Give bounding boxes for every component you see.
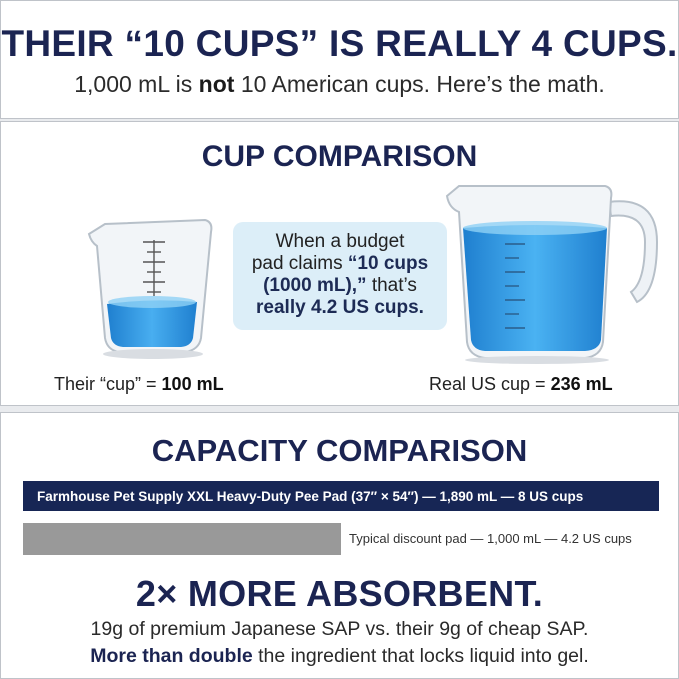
real-cup-caption: Real US cup = 236 mL bbox=[429, 374, 613, 395]
small-cup-caption-value: 100 mL bbox=[161, 374, 224, 394]
callout-line-2: pad claims “10 cups bbox=[233, 253, 447, 275]
callout-bold-10-cups: “10 cups bbox=[347, 253, 429, 274]
callout-line-4: really 4.2 US cups. bbox=[233, 297, 447, 319]
subhead-bold: not bbox=[198, 71, 235, 97]
capacity-comparison-panel: CAPACITY COMPARISON Farmhouse Pet Supply… bbox=[0, 412, 679, 679]
sap-comparison-text: 19g of premium Japanese SAP vs. their 9g… bbox=[90, 618, 589, 640]
more-than-double-bold: More than double bbox=[90, 645, 253, 667]
cup-comparison-heading: CUP COMPARISON bbox=[201, 140, 478, 173]
cup-comparison-panel: CUP COMPARISON When a budget pad claims … bbox=[0, 121, 679, 406]
callout-line-1: When a budget bbox=[275, 231, 405, 252]
header-panel: THEIR “10 CUPS” IS REALLY 4 CUPS. 1,000 … bbox=[0, 0, 679, 119]
discount-capacity-label: Typical discount pad — 1,000 mL — 4.2 US… bbox=[349, 531, 632, 546]
callout-box: When a budget pad claims “10 cups (1000 … bbox=[233, 222, 447, 330]
subhead-text-post: 10 American cups. Here’s the math. bbox=[234, 71, 605, 97]
callout-line-3: (1000 mL),” that’s bbox=[233, 275, 447, 297]
callout-text-claims: pad claims bbox=[251, 253, 343, 274]
farmhouse-capacity-bar: Farmhouse Pet Supply XXL Heavy-Duty Pee … bbox=[23, 481, 659, 511]
small-measuring-cup-icon bbox=[87, 218, 213, 359]
more-than-double-text: More than double the ingredient that loc… bbox=[1, 645, 678, 668]
callout-bold-1000ml: (1000 mL),” bbox=[263, 275, 367, 296]
small-cup-caption-label: Their “cup” = bbox=[54, 374, 162, 394]
real-cup-caption-label: Real US cup = bbox=[429, 374, 551, 394]
more-than-double-rest: the ingredient that locks liquid into ge… bbox=[252, 645, 589, 667]
large-measuring-cup-icon bbox=[445, 185, 659, 364]
real-cup-caption-value: 236 mL bbox=[550, 374, 613, 394]
subhead-text-pre: 1,000 mL is bbox=[74, 71, 199, 97]
callout-bold-really: really 4.2 US cups. bbox=[256, 297, 424, 318]
small-cup-caption: Their “cup” = 100 mL bbox=[54, 374, 224, 395]
discount-capacity-bar bbox=[23, 523, 341, 555]
page-subheadline: 1,000 mL is not 10 American cups. Here’s… bbox=[1, 71, 678, 98]
absorbency-title: 2× MORE ABSORBENT. bbox=[135, 573, 544, 614]
capacity-comparison-heading: CAPACITY COMPARISON bbox=[151, 433, 528, 468]
callout-text-thats: that’s bbox=[366, 275, 417, 296]
page-headline: THEIR “10 CUPS” IS REALLY 4 CUPS. bbox=[1, 23, 678, 64]
